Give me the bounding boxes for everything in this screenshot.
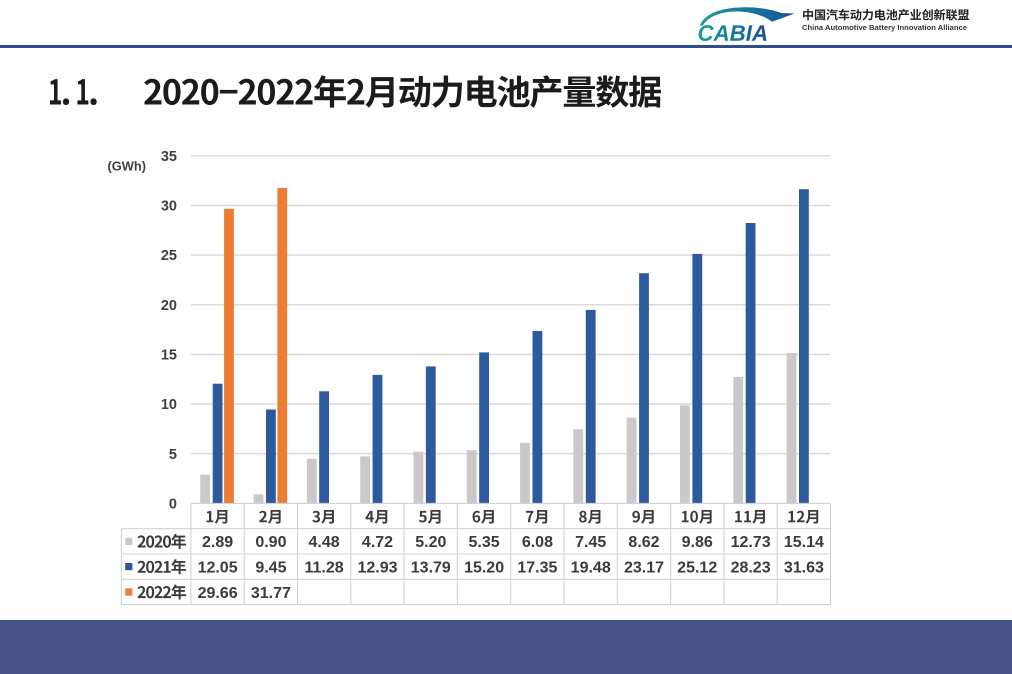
svg-text:12.93: 12.93 <box>357 560 397 577</box>
svg-text:20: 20 <box>161 298 177 314</box>
svg-text:31.63: 31.63 <box>784 560 824 577</box>
svg-text:10: 10 <box>161 397 177 413</box>
svg-text:0.90: 0.90 <box>255 534 286 551</box>
svg-text:25.12: 25.12 <box>677 560 717 577</box>
svg-text:9.45: 9.45 <box>255 560 286 577</box>
svg-text:15.20: 15.20 <box>464 560 504 577</box>
svg-text:15.14: 15.14 <box>784 534 824 551</box>
svg-text:30: 30 <box>161 199 177 215</box>
svg-text:23.17: 23.17 <box>624 560 664 577</box>
svg-text:(GWh): (GWh) <box>108 158 147 173</box>
svg-text:0: 0 <box>169 496 177 512</box>
svg-text:19.48: 19.48 <box>571 560 611 577</box>
svg-text:2.89: 2.89 <box>202 534 233 551</box>
svg-text:31.77: 31.77 <box>251 585 291 602</box>
svg-text:9.86: 9.86 <box>682 534 713 551</box>
svg-text:15: 15 <box>161 348 177 364</box>
svg-text:7.45: 7.45 <box>575 534 606 551</box>
svg-text:5.35: 5.35 <box>469 534 500 551</box>
svg-text:12.05: 12.05 <box>198 560 238 577</box>
svg-text:28.23: 28.23 <box>731 560 771 577</box>
svg-text:25: 25 <box>161 248 177 264</box>
svg-text:China Automotive Battery Innov: China Automotive Battery Innovation Alli… <box>802 23 967 32</box>
svg-text:5.20: 5.20 <box>415 534 446 551</box>
svg-text:6.08: 6.08 <box>522 534 553 551</box>
svg-text:35: 35 <box>161 149 177 165</box>
svg-text:29.66: 29.66 <box>198 585 238 602</box>
svg-text:4.72: 4.72 <box>362 534 393 551</box>
svg-text:17.35: 17.35 <box>517 560 557 577</box>
svg-text:8.62: 8.62 <box>628 534 659 551</box>
svg-text:4.48: 4.48 <box>309 534 340 551</box>
svg-text:11.28: 11.28 <box>305 560 344 577</box>
svg-text:13.79: 13.79 <box>411 560 451 577</box>
svg-text:12.73: 12.73 <box>731 534 771 551</box>
svg-text:5: 5 <box>169 447 177 463</box>
